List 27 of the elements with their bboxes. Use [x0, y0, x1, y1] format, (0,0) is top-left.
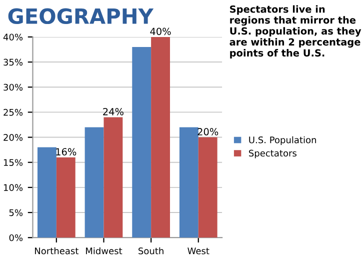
bar: [132, 46, 152, 238]
bar: [179, 127, 198, 238]
x-tick-label: Midwest: [86, 247, 122, 254]
chart-title: GEOGRAPHY: [8, 8, 154, 24]
y-tick-label: 20%: [4, 134, 23, 141]
bar: [37, 147, 56, 238]
bar: [151, 36, 170, 238]
bar: [84, 127, 104, 238]
legend-label: Spectators: [248, 150, 296, 158]
x-tick-label: Northeast: [35, 247, 78, 254]
y-tick-label: 0%: [9, 234, 23, 242]
x-tick-label: South: [138, 247, 164, 254]
y-tick-label: 30%: [4, 84, 23, 91]
y-tick-label: 35%: [4, 58, 23, 66]
x-tick-label: West: [188, 248, 210, 254]
data-label: 40%: [150, 28, 171, 36]
bar: [198, 137, 218, 238]
y-tick-label: 40%: [3, 34, 23, 41]
y-tick-label: 10%: [4, 184, 23, 191]
legend-label: U.S. Population: [249, 136, 316, 146]
y-tick-label: 25%: [4, 108, 23, 116]
text: Spectators live in regions that mirror the U.S. population, as they are within 2 percentage points of the U.S.: [230, 5, 362, 58]
bar: [104, 117, 123, 238]
bar: [56, 157, 76, 238]
data-label: 24%: [103, 108, 124, 116]
y-tick-label: 5%: [9, 209, 23, 216]
y-tick-label: 15%: [4, 159, 23, 166]
